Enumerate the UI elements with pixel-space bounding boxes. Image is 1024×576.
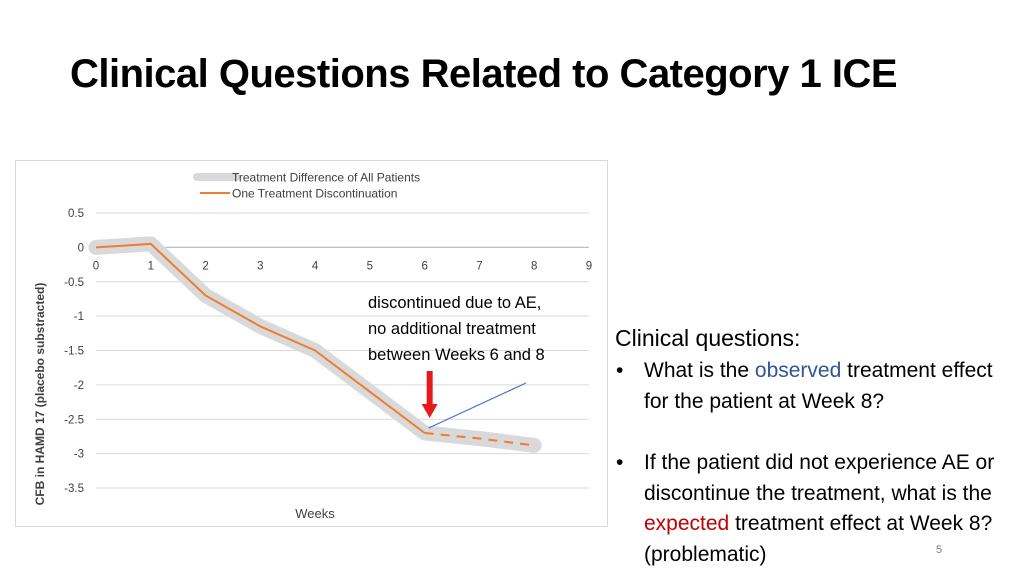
series-discontinuation-line [95, 242, 426, 434]
highlight-observed: observed [754, 359, 842, 382]
chart-series [88, 236, 542, 453]
red-arrow-down-icon [421, 404, 438, 418]
question-text: treatment effect at Week 8? (problematic… [644, 512, 993, 566]
question-text: If the patient did not experience AE or … [644, 451, 995, 505]
annotation-line: discontinued due to AE, [368, 294, 542, 312]
question-expected: • If the patient did not experience AE or… [615, 448, 1020, 570]
bullet-icon: • [616, 359, 624, 382]
series-discontinuation-dashed [424, 432, 535, 447]
x-tick-label: 6 [421, 260, 427, 272]
page-title: Clinical Questions Related to Category 1… [70, 52, 898, 96]
y-tick-label: -2 [74, 380, 84, 392]
chart-container: Treatment Difference of All Patients One… [15, 160, 608, 527]
x-tick-label: 1 [148, 260, 154, 272]
y-tick-label: -2.5 [64, 414, 84, 426]
line-chart: Treatment Difference of All Patients One… [33, 171, 592, 522]
y-axis-ticks: 0.5 0 -0.5 -1 -1.5 -2 -2.5 -3 -3.5 [64, 208, 84, 495]
discontinuation-annotation: discontinued due to AE, no additional tr… [368, 290, 588, 368]
y-tick-label: -3 [74, 449, 84, 461]
x-tick-label: 9 [586, 260, 592, 272]
x-tick-label: 5 [367, 260, 373, 272]
clinical-questions: Clinical questions: • What is the observe… [615, 322, 1020, 570]
gridlines [96, 212, 589, 489]
x-tick-label: 8 [531, 260, 537, 272]
y-tick-label: -1.5 [64, 346, 84, 358]
legend-label-all-patients: Treatment Difference of All Patients [232, 171, 420, 185]
x-tick-label: 4 [312, 260, 319, 272]
bullet-icon: • [616, 451, 624, 474]
y-tick-label: -0.5 [64, 277, 84, 289]
x-axis-ticks: 0 1 2 3 4 5 6 7 8 9 [93, 260, 592, 272]
highlight-expected: expected [644, 512, 730, 535]
x-tick-label: 2 [202, 260, 208, 272]
annotation-line: no additional treatment [368, 320, 536, 338]
y-axis-label: CFB in HAMD 17 (placebo substracted) [33, 283, 47, 506]
annotation-pointer-line [428, 382, 527, 429]
annotation-line: between Weeks 6 and 8 [368, 346, 545, 364]
question-text: What is the [644, 359, 755, 382]
y-tick-label: 0.5 [68, 208, 84, 220]
x-tick-label: 0 [93, 260, 99, 272]
x-tick-label: 3 [257, 260, 263, 272]
x-axis-label: Weeks [295, 506, 335, 521]
question-observed: • What is the observed treatment effect f… [615, 356, 1020, 417]
questions-heading: Clinical questions: [615, 325, 801, 351]
y-tick-label: -1 [74, 311, 84, 323]
legend-label-discontinuation: One Treatment Discontinuation [232, 187, 397, 201]
y-tick-label: 0 [78, 242, 84, 254]
y-tick-label: -3.5 [64, 483, 84, 495]
chart-legend: Treatment Difference of All Patients One… [193, 171, 420, 201]
x-tick-label: 7 [476, 260, 482, 272]
question-text: treatment effect for the patient at Week… [644, 359, 993, 413]
red-arrow-shaft [426, 371, 433, 405]
page-number: 5 [936, 544, 943, 556]
